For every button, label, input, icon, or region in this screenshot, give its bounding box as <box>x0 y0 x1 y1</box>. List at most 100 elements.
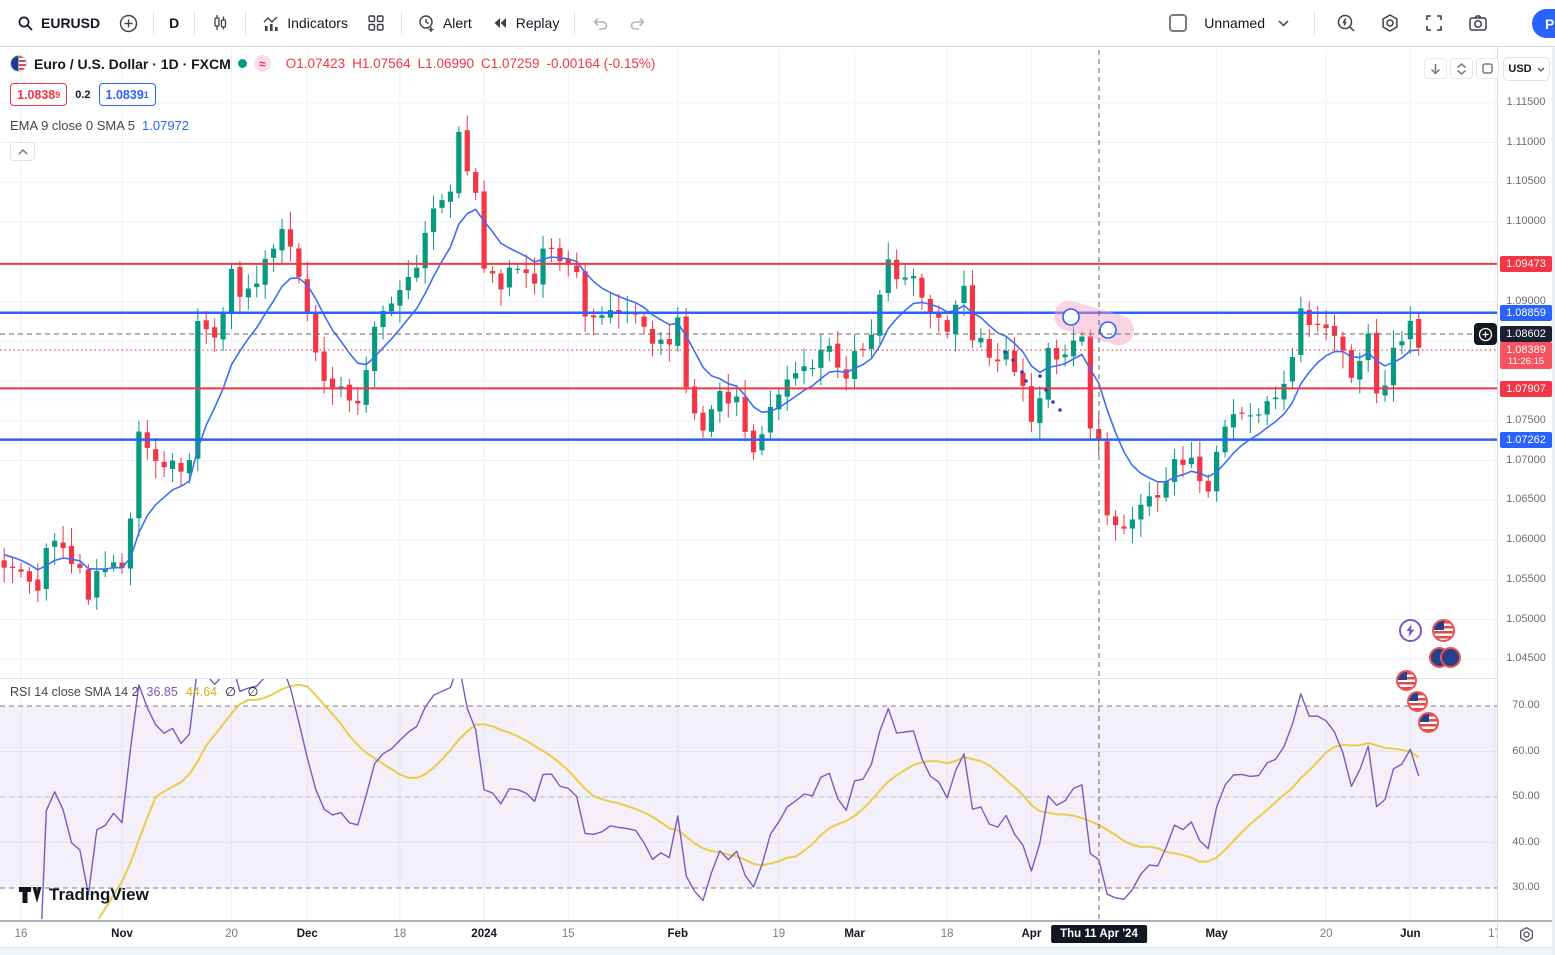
circle-drawing[interactable] <box>1099 321 1117 339</box>
alert-button[interactable]: Alert <box>410 8 479 38</box>
currency-toggle-button[interactable]: USD <box>1503 57 1550 81</box>
ohlc-values: O1.07423 H1.07564 L1.06990 C1.07259 -0.0… <box>286 56 656 71</box>
compare-add-button[interactable] <box>111 8 145 38</box>
tradingview-watermark[interactable]: TradingView <box>18 885 149 905</box>
plus-circle-icon <box>1478 327 1493 341</box>
publish-button[interactable]: Pu <box>1532 9 1555 38</box>
symbol-title[interactable]: Euro / U.S. Dollar · 1D · FXCM <box>34 55 231 72</box>
candle-body <box>1256 414 1262 416</box>
candlestick-icon <box>210 13 230 33</box>
symbol-search-button[interactable]: EURUSD <box>8 8 107 38</box>
interval-button[interactable]: D <box>162 10 186 36</box>
indicator-dot-marker <box>1038 374 1042 378</box>
crosshair <box>0 50 1497 920</box>
rsi-indicator-title[interactable]: RSI 14 close SMA 14 2 <box>10 684 139 699</box>
candle-body <box>119 562 125 568</box>
indicator-dot-marker <box>1024 379 1028 383</box>
candle-body <box>388 303 395 312</box>
bottom-edge-strip <box>0 947 1555 955</box>
layout-name: Unnamed <box>1204 15 1265 31</box>
candle-body <box>565 258 571 264</box>
timezone-settings-button[interactable] <box>1497 920 1555 947</box>
legend-collapse-button[interactable] <box>10 142 35 161</box>
candle-body <box>439 200 445 208</box>
candle-body <box>405 276 411 291</box>
candle-body <box>329 378 336 390</box>
publish-label: Pu <box>1545 15 1555 32</box>
pane-move-down-button[interactable] <box>1424 58 1447 79</box>
candle-body <box>1399 341 1405 346</box>
crosshair-add-alert-button[interactable] <box>1474 323 1497 345</box>
candle-body <box>1348 349 1354 378</box>
candle-body <box>1315 323 1321 325</box>
layout-name-button[interactable]: Unnamed <box>1197 8 1300 38</box>
indicator-templates-button[interactable] <box>359 8 393 38</box>
candle-body <box>1180 459 1186 465</box>
candle-body <box>464 130 470 172</box>
redo-button[interactable] <box>621 8 655 38</box>
pane-separator[interactable] <box>0 678 1555 679</box>
candle-body <box>557 248 563 262</box>
ema-indicator-title[interactable]: EMA 9 close 0 SMA 5 <box>10 118 136 133</box>
rsi-tick-label: 30.00 <box>1512 881 1540 893</box>
replay-button[interactable]: Replay <box>483 8 567 38</box>
fullscreen-button[interactable] <box>1417 8 1451 38</box>
candle-body <box>489 270 496 274</box>
candle-body <box>1113 516 1119 526</box>
event-flag-us-3[interactable] <box>1418 712 1439 733</box>
spread-value: 0.2 <box>75 88 91 101</box>
sell-button[interactable]: 1.0838 9 <box>10 83 68 106</box>
candle-body <box>447 191 454 202</box>
quick-search-button[interactable] <box>1329 8 1363 38</box>
pane-collapse-button[interactable] <box>1450 58 1473 79</box>
chart-style-button[interactable] <box>203 8 237 38</box>
data-delay-badge[interactable]: ≈ <box>253 55 271 72</box>
undo-icon <box>590 13 610 33</box>
rsi-value: 36.85 <box>146 684 178 699</box>
event-lightning-icon[interactable] <box>1399 619 1422 642</box>
bar-countdown: 11:26:15 <box>1507 356 1545 367</box>
candle-body <box>515 268 521 271</box>
last-price-value: 1.08389 <box>1506 344 1546 356</box>
buy-button[interactable]: 1.0839 1 <box>98 83 156 106</box>
save-layout-checkbox[interactable] <box>1169 14 1188 32</box>
candle-body <box>851 351 858 379</box>
candle-body <box>1079 336 1085 342</box>
settings-button[interactable] <box>1373 8 1407 38</box>
price-levels[interactable] <box>0 262 1497 441</box>
currency-label: USD <box>1508 63 1532 75</box>
price-level-label: 1.08859 <box>1500 305 1552 321</box>
snapshot-button[interactable] <box>1461 8 1495 38</box>
chevrons-collapse-icon <box>1457 62 1466 75</box>
candle-body <box>506 267 512 288</box>
event-us-flag-icon[interactable] <box>1432 619 1455 642</box>
chart-canvas[interactable] <box>0 0 1497 920</box>
pane-maximize-button[interactable] <box>1476 58 1499 79</box>
ema-line <box>3 208 1419 571</box>
event-flag-us-1[interactable] <box>1396 670 1417 691</box>
candle-body <box>245 288 251 298</box>
market-status-dot[interactable] <box>237 59 247 68</box>
candle-body <box>18 569 24 572</box>
event-flag-us-2[interactable] <box>1407 691 1428 712</box>
circle-drawing[interactable] <box>1062 308 1080 326</box>
candle-body <box>228 268 235 312</box>
time-label-day: 18 <box>940 928 954 940</box>
event-flag-eu-2[interactable] <box>1440 647 1461 668</box>
candle-body <box>826 345 832 352</box>
time-axis[interactable]: 16 Nov 20 Dec 18 2024 15 Feb 19 Mar 18 Apr May 20 Jun 1… <box>0 920 1555 947</box>
ohlc-close: C1.07259 <box>480 56 540 71</box>
price-scale[interactable]: USD 1.11500 1.11000 1.10500 1.10000 1.09000 1… <box>1497 47 1555 920</box>
candle-body <box>986 339 992 358</box>
candle-body <box>1382 385 1388 396</box>
candle-body <box>1129 519 1136 529</box>
indicators-label: Indicators <box>287 15 348 31</box>
indicators-button[interactable]: Indicators <box>254 8 355 38</box>
undo-button[interactable] <box>583 8 617 38</box>
candle-body <box>1070 340 1077 357</box>
candlestick-series[interactable] <box>1 115 1422 610</box>
candle-body <box>692 386 698 414</box>
candle-body <box>599 315 605 318</box>
candle-body <box>481 191 487 269</box>
candle-body <box>1003 350 1009 360</box>
